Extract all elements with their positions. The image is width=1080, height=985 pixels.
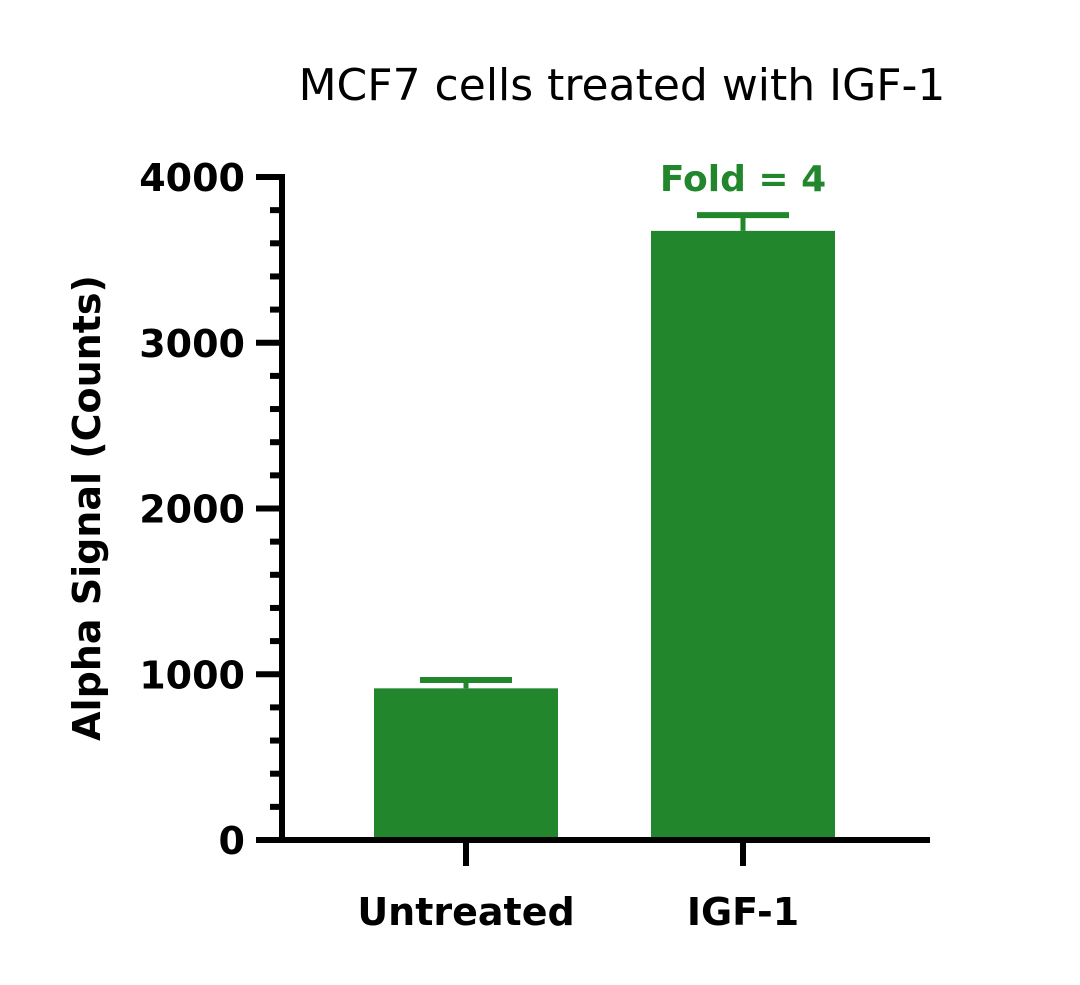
bar-igf-1 [651, 230, 835, 840]
y-tick-label: 0 [219, 819, 245, 863]
y-tick-label: 3000 [139, 322, 245, 366]
y-tick-label: 4000 [139, 156, 245, 200]
fold-annotation: Fold = 4 [660, 159, 826, 200]
y-tick-label: 1000 [139, 653, 245, 697]
x-tick-label: Untreated [357, 890, 574, 934]
chart-title: MCF7 cells treated with IGF-1 [299, 60, 946, 111]
y-axis-label: Alpha Signal (Counts) [65, 275, 109, 741]
x-tick-label: IGF-1 [687, 890, 799, 934]
y-tick-label: 2000 [139, 488, 245, 532]
bar-untreated [374, 688, 558, 840]
